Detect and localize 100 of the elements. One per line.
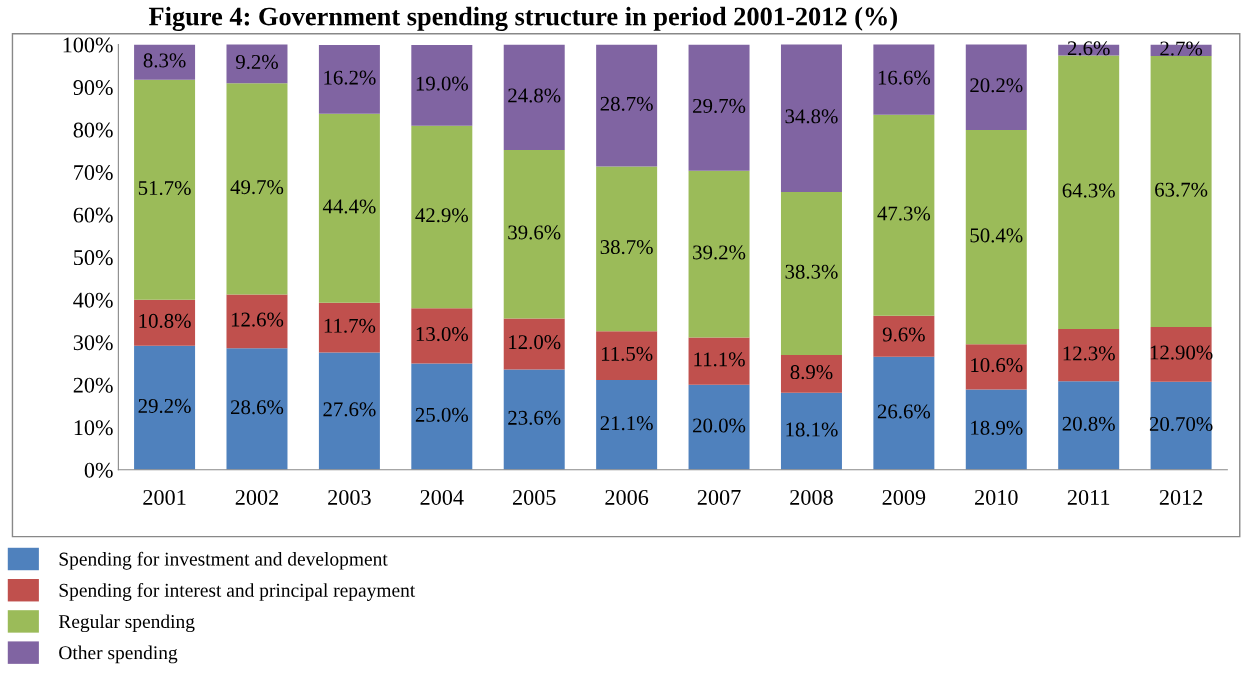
bar: [134, 44, 196, 80]
data-label: 29.7%: [693, 98, 746, 114]
x-tick-label: 2006: [605, 489, 649, 505]
bar: [873, 44, 935, 115]
bar: [1150, 56, 1212, 327]
data-label: 18.9%: [971, 420, 1023, 435]
bar: [596, 380, 658, 470]
bar: [503, 44, 565, 151]
bar: [780, 392, 842, 470]
y-tick-label: 50%: [74, 250, 113, 266]
data-label: 16.6%: [878, 70, 931, 85]
legend-label: Other spending: [59, 645, 178, 664]
data-label: 23.6%: [508, 410, 561, 425]
data-label: 50.4%: [970, 228, 1023, 243]
data-label: 16.2%: [324, 70, 376, 85]
x-tick-label: 2002: [235, 489, 278, 505]
y-tick-label: 70%: [74, 165, 113, 181]
data-label: 20.0%: [693, 418, 746, 433]
data-label: 38.3%: [785, 264, 838, 279]
data-label: 10.6%: [971, 358, 1023, 373]
y-tick-label: 90%: [73, 80, 113, 96]
bar: [411, 125, 473, 309]
data-label: 12.3%: [1063, 346, 1115, 361]
data-label: 8.3%: [143, 53, 186, 68]
x-tick-label: 2001: [143, 489, 186, 505]
x-tick-label: 2008: [790, 489, 833, 505]
bar: [780, 354, 842, 393]
data-label: 18.1%: [786, 422, 838, 437]
bar: [1058, 329, 1120, 382]
data-label: 47.3%: [877, 206, 931, 221]
bar: [318, 113, 380, 303]
data-label: 26.6%: [877, 404, 931, 419]
bar: [411, 363, 473, 470]
data-label: 2.7%: [1160, 41, 1203, 56]
data-label: 24.8%: [508, 88, 561, 103]
data-label: 11.7%: [324, 318, 376, 333]
data-label: 39.6%: [508, 225, 561, 240]
bar: [134, 345, 196, 470]
data-label: 49.7%: [230, 180, 284, 195]
bar: [226, 83, 288, 295]
data-label: 28.6%: [231, 400, 284, 415]
bar: [780, 44, 842, 193]
data-label: 64.3%: [1062, 183, 1115, 198]
data-label: 63.7%: [1155, 182, 1208, 197]
y-tick-label: 20%: [73, 377, 113, 393]
bar: [688, 384, 750, 470]
data-label: 19.0%: [416, 76, 469, 91]
y-tick-label: 40%: [73, 292, 113, 308]
x-tick-label: 2009: [882, 489, 926, 505]
bar: [965, 389, 1027, 470]
bar: [873, 114, 935, 316]
data-label: 9.2%: [235, 54, 278, 69]
bar: [965, 344, 1027, 390]
bar: [596, 331, 658, 381]
data-label: 51.7%: [138, 180, 191, 196]
bar: [134, 79, 196, 300]
data-label: 9.6%: [882, 327, 925, 342]
y-tick-label: 30%: [73, 335, 113, 351]
y-tick-label: 60%: [73, 207, 113, 223]
bar: [1058, 55, 1120, 330]
bar: [411, 44, 473, 126]
legend-label: Spending for interest and principal repayment: [59, 582, 416, 601]
bar: [1150, 381, 1212, 470]
bar: [318, 302, 380, 353]
y-tick-label: 100%: [63, 37, 113, 53]
bar: [226, 348, 288, 470]
x-tick-label: 2005: [512, 489, 556, 505]
bar: [873, 315, 935, 357]
data-label: 2.6%: [1067, 41, 1110, 56]
data-label: 12.0%: [509, 335, 561, 350]
y-tick-label: 10%: [74, 420, 113, 436]
data-label: 27.6%: [323, 402, 376, 417]
data-label: 13.0%: [416, 327, 469, 342]
data-label: 44.4%: [322, 199, 376, 214]
data-label: 29.2%: [138, 398, 191, 414]
data-label: 12.6%: [231, 312, 284, 327]
bar: [318, 44, 380, 114]
data-label: 11.1%: [694, 352, 745, 367]
bar: [134, 299, 196, 346]
bar: [226, 294, 288, 349]
x-tick-label: 2010: [975, 489, 1018, 505]
bar: [226, 44, 288, 84]
data-label: 25.0%: [415, 407, 469, 422]
data-label: 34.8%: [785, 109, 838, 124]
data-label: 10.8%: [139, 313, 191, 328]
data-label: 20.8%: [1062, 416, 1115, 431]
bar: [688, 170, 750, 338]
bar: [965, 44, 1027, 131]
data-label: 21.1%: [600, 416, 653, 431]
legend-label: Spending for investment and development: [59, 551, 388, 570]
x-tick-label: 2011: [1067, 489, 1110, 505]
bar: [503, 369, 565, 470]
chart-title: Figure 4: Government spending structure in period 2001-2012 (%): [148, 6, 897, 31]
bar: [318, 352, 380, 470]
bar: [965, 130, 1027, 345]
bar: [596, 44, 658, 167]
x-tick-label: 2003: [328, 489, 371, 505]
bar: [688, 337, 750, 385]
data-label: 39.2%: [693, 245, 746, 260]
x-tick-label: 2012: [1159, 489, 1203, 505]
